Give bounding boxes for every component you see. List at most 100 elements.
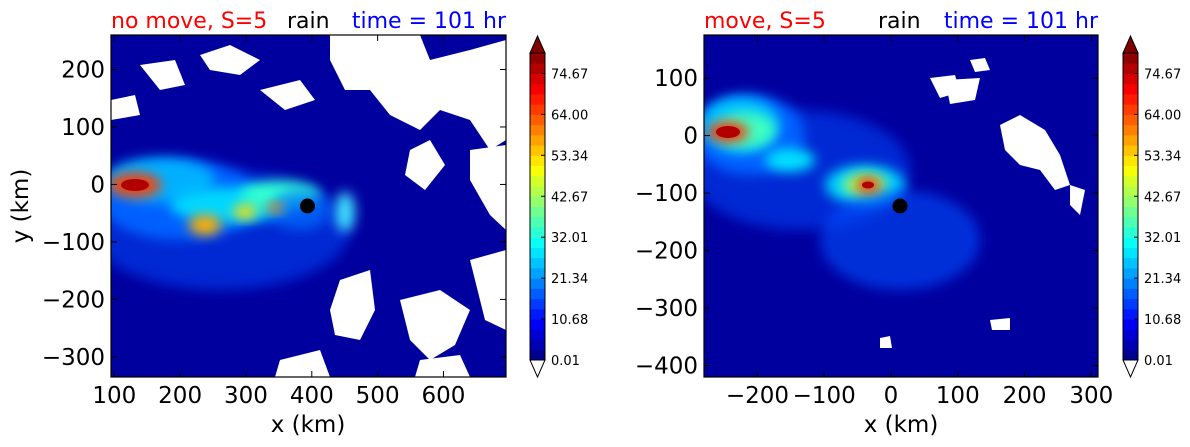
colorbar-level xyxy=(1123,278,1138,289)
y-tick-label: −200 xyxy=(635,239,698,265)
colorbar-level xyxy=(1123,298,1138,310)
x-tick-label: 0 xyxy=(884,383,899,409)
x-tick-label: 300 xyxy=(224,383,268,409)
colorbar-level xyxy=(1123,165,1138,177)
x-tick-label: 300 xyxy=(1069,383,1113,409)
colorbar-level xyxy=(1123,155,1138,167)
colorbar-tick-label: 42.67 xyxy=(1144,190,1181,205)
colorbar-tick-label: 10.68 xyxy=(1144,313,1181,328)
panel-right-title-time: time = 101 hr xyxy=(944,9,1099,34)
colorbar-tick-label: 32.01 xyxy=(1144,231,1181,246)
colorbar-level xyxy=(530,53,545,64)
x-tick-label: 400 xyxy=(290,383,334,409)
rain-max-2 xyxy=(189,215,221,235)
colorbar-level xyxy=(530,206,545,218)
storm-center-marker-left xyxy=(300,198,315,214)
colorbar-level xyxy=(1123,124,1138,136)
colorbar-tick-label: 64.00 xyxy=(551,108,588,123)
x-tick-label: 600 xyxy=(422,383,466,409)
panel-right: move, S=5 rain time = 101 hr −200 −100 0 10… xyxy=(635,9,1113,438)
colorbar-level xyxy=(530,134,545,146)
colorbar-level xyxy=(1123,226,1138,238)
colorbar-level xyxy=(530,226,545,238)
no-rain-regions-left xyxy=(111,35,506,377)
rain-field-left xyxy=(111,35,506,377)
y-tick-label: 0 xyxy=(90,172,105,198)
colorbar-level xyxy=(530,267,545,279)
x-tick-label: 100 xyxy=(92,383,136,409)
colorbar-extend-max xyxy=(529,34,546,54)
colorbar-level xyxy=(1123,237,1138,248)
colorbar-level xyxy=(1123,175,1138,187)
colorbar-right: 0.01 10.68 21.34 32.01 42.67 53.34 64.00 74.67 xyxy=(1122,34,1181,379)
colorbar-level xyxy=(1123,349,1138,361)
colorbar-extend-min xyxy=(1122,359,1139,379)
colorbar-tick-label: 74.67 xyxy=(1144,67,1181,82)
colorbar-tick-label: 21.34 xyxy=(1144,272,1181,287)
colorbar-level xyxy=(530,165,545,177)
colorbar-tick-label: 0.01 xyxy=(1144,354,1173,369)
colorbar-level xyxy=(1123,288,1138,300)
colorbar-level xyxy=(530,278,545,289)
colorbar-level xyxy=(530,247,545,259)
panel-right-title-case: move, S=5 xyxy=(704,9,826,34)
panel-left-title-field: rain xyxy=(287,9,330,34)
x-tick-label: 100 xyxy=(936,383,980,409)
colorbar-tick-label: 53.34 xyxy=(1144,149,1181,164)
y-tick-label: −300 xyxy=(635,296,698,322)
colorbar-level xyxy=(1123,93,1138,105)
x-tick-label: −200 xyxy=(726,383,789,409)
x-tick-label: 200 xyxy=(1003,383,1047,409)
colorbar-level xyxy=(1123,308,1138,320)
x-tick-label: 200 xyxy=(158,383,202,409)
colorbar-level xyxy=(1123,216,1138,228)
y-tick-label: 200 xyxy=(61,57,105,83)
colorbar-level xyxy=(1123,73,1138,85)
colorbar-level xyxy=(530,124,545,136)
colorbar-level xyxy=(530,319,545,330)
colorbar-tick-label: 0.01 xyxy=(551,354,580,369)
colorbar-tick-label: 74.67 xyxy=(551,67,588,82)
y-tick-label: −300 xyxy=(42,345,105,371)
y-tick-label: −400 xyxy=(635,354,698,380)
colorbar-level xyxy=(1123,196,1138,207)
colorbar-level xyxy=(530,308,545,320)
colorbar-level xyxy=(1123,134,1138,146)
y-tick-label: −200 xyxy=(42,287,105,313)
colorbar-tick-label: 21.34 xyxy=(551,272,588,287)
colorbar-extend-max xyxy=(1122,34,1139,54)
colorbar-level xyxy=(530,145,545,156)
colorbar-level xyxy=(1123,145,1138,156)
colorbar-level xyxy=(1123,186,1138,197)
colorbar-tick-label: 53.34 xyxy=(551,149,588,164)
colorbar-level xyxy=(1123,63,1138,74)
colorbar-level xyxy=(530,114,545,126)
colorbar-level xyxy=(530,288,545,300)
colorbar-level xyxy=(1123,247,1138,259)
colorbar-level xyxy=(1123,267,1138,279)
colorbar-level xyxy=(530,83,545,95)
colorbar-tick-label: 64.00 xyxy=(1144,108,1181,123)
x-tick-label: 500 xyxy=(356,383,400,409)
colorbar-level xyxy=(530,298,545,310)
y-tick-label: −100 xyxy=(42,230,105,256)
colorbar-level xyxy=(1123,53,1138,64)
colorbar-level xyxy=(1123,206,1138,218)
x-tick-label: −100 xyxy=(793,383,856,409)
panel-left-title-case: no move, S=5 xyxy=(111,9,267,34)
colorbar-level xyxy=(530,104,545,115)
colorbar-tick-label: 42.67 xyxy=(551,190,588,205)
colorbar-extend-min xyxy=(529,359,546,379)
no-rain-regions-right xyxy=(880,58,1085,348)
colorbar-level xyxy=(530,257,545,269)
colorbar-level xyxy=(530,155,545,167)
colorbar-level xyxy=(530,175,545,187)
colorbar-level xyxy=(530,63,545,74)
panel-left: no move, S=5 rain time = 101 hr 100 200 30… xyxy=(8,9,507,438)
panel-right-title-field: rain xyxy=(878,9,921,34)
colorbar-left: 0.01 10.68 21.34 32.01 42.67 53.34 64.00 74.67 xyxy=(529,34,588,379)
y-tick-label: 100 xyxy=(61,115,105,141)
colorbar-level xyxy=(1123,339,1138,351)
panel-left-axes: 100 200 300 400 500 600 200 100 0 −100 −200 −300 xyxy=(42,35,506,409)
